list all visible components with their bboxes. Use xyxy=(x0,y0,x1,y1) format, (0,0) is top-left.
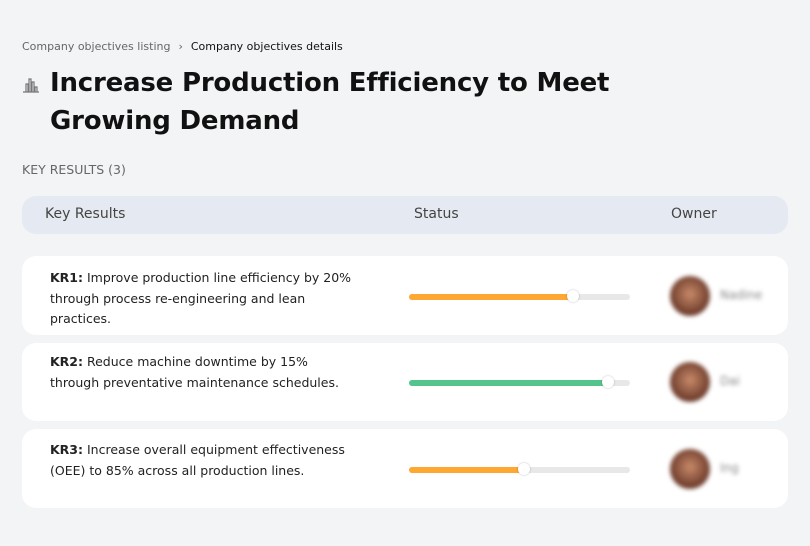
table-row[interactable]: KR1: Improve production line efficiency … xyxy=(22,256,788,335)
table-header: Key Results Status Owner xyxy=(22,196,788,234)
progress-slider[interactable] xyxy=(409,376,630,388)
key-result-description: Reduce machine downtime by 15% through p… xyxy=(50,354,339,390)
progress-knob[interactable] xyxy=(566,289,579,302)
progress-knob[interactable] xyxy=(517,462,530,475)
breadcrumb-current: Company objectives details xyxy=(190,40,343,53)
key-result-text: KR2: Reduce machine downtime by 15% thro… xyxy=(50,352,360,393)
owner-name: Nadine xyxy=(720,287,763,302)
key-result-id: KR3: xyxy=(50,442,84,457)
progress-slider[interactable] xyxy=(409,289,630,302)
owner-name: Dai xyxy=(720,374,740,388)
column-header-owner: Owner xyxy=(671,206,717,222)
key-result-text: KR3: Increase overall equipment effectiv… xyxy=(50,440,360,481)
owner-name: Ing xyxy=(720,460,739,475)
owner-avatar xyxy=(670,448,710,489)
page-header: Increase Production Efficiency to Meet G… xyxy=(22,64,710,140)
building-chart-icon xyxy=(23,78,39,93)
progress-knob[interactable] xyxy=(601,376,614,388)
table-row[interactable]: KR2: Reduce machine downtime by 15% thro… xyxy=(22,343,788,421)
progress-fill xyxy=(409,293,573,300)
table-row[interactable]: KR3: Increase overall equipment effectiv… xyxy=(22,429,788,508)
page-title: Increase Production Efficiency to Meet G… xyxy=(50,68,610,136)
owner-avatar xyxy=(670,362,710,402)
owner-avatar xyxy=(670,275,710,316)
key-result-id: KR1: xyxy=(50,270,84,285)
key-result-text: KR1: Improve production line efficiency … xyxy=(50,268,360,330)
column-header-key-results: Key Results xyxy=(45,206,126,222)
column-header-status: Status xyxy=(414,206,459,222)
key-result-description: Improve production line efficiency by 20… xyxy=(50,270,352,326)
progress-fill xyxy=(409,466,524,473)
breadcrumb-separator: › xyxy=(178,40,183,53)
key-result-id: KR2: xyxy=(50,354,84,369)
key-results-count: KEY RESULTS (3) xyxy=(22,162,126,177)
progress-slider[interactable] xyxy=(409,462,630,475)
progress-fill xyxy=(409,380,608,386)
breadcrumb: Company objectives listing › Company obj… xyxy=(22,40,343,53)
key-result-description: Increase overall equipment effectiveness… xyxy=(50,442,345,478)
breadcrumb-link-listing[interactable]: Company objectives listing xyxy=(22,40,171,53)
